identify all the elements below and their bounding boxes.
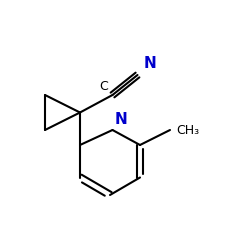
Text: CH₃: CH₃ xyxy=(176,124,200,136)
Text: C: C xyxy=(99,80,108,92)
Text: N: N xyxy=(115,112,128,128)
Text: N: N xyxy=(144,56,156,71)
